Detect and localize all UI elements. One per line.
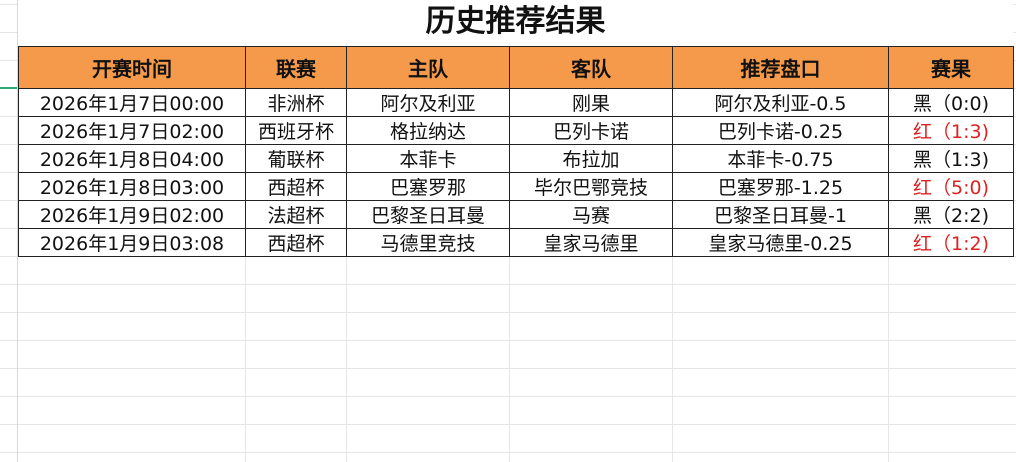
cell-league[interactable]: 法超杯 xyxy=(245,200,347,229)
cell-time[interactable]: 2026年1月9日02:00 xyxy=(18,200,246,229)
cell-time[interactable]: 2026年1月7日02:00 xyxy=(18,116,246,145)
cell-pick[interactable]: 阿尔及利亚-0.5 xyxy=(672,88,889,117)
cell-away[interactable]: 毕尔巴鄂竞技 xyxy=(509,172,673,201)
col-header-away[interactable]: 客队 xyxy=(509,46,673,89)
cell-pick[interactable]: 巴塞罗那-1.25 xyxy=(672,172,889,201)
table-row: 2026年1月7日02:00 西班牙杯 格拉纳达 巴列卡诺 巴列卡诺-0.25 红（1:3… xyxy=(18,116,1014,145)
cell-pick[interactable]: 本菲卡-0.75 xyxy=(672,144,889,173)
cell-result[interactable]: 红（1:2) xyxy=(888,228,1014,257)
col-header-home[interactable]: 主队 xyxy=(346,46,510,89)
cell-pick[interactable]: 皇家马德里-0.25 xyxy=(672,228,889,257)
cell-time[interactable]: 2026年1月9日03:08 xyxy=(18,228,246,257)
cell-home[interactable]: 格拉纳达 xyxy=(346,116,510,145)
cell-away[interactable]: 马赛 xyxy=(509,200,673,229)
cell-result[interactable]: 黑（0:0) xyxy=(888,88,1014,117)
table-row: 2026年1月9日02:00 法超杯 巴黎圣日耳曼 马赛 巴黎圣日耳曼-1 黑（2:2) xyxy=(18,200,1014,229)
cell-result[interactable]: 红（5:0) xyxy=(888,172,1014,201)
cell-league[interactable]: 西班牙杯 xyxy=(245,116,347,145)
col-header-result[interactable]: 赛果 xyxy=(888,46,1014,89)
cell-pick[interactable]: 巴列卡诺-0.25 xyxy=(672,116,889,145)
cell-league[interactable]: 非洲杯 xyxy=(245,88,347,117)
cell-result[interactable]: 黑（2:2) xyxy=(888,200,1014,229)
cell-home[interactable]: 巴黎圣日耳曼 xyxy=(346,200,510,229)
grid-line xyxy=(672,256,673,462)
col-header-league[interactable]: 联赛 xyxy=(245,46,347,89)
cell-time[interactable]: 2026年1月7日00:00 xyxy=(18,88,246,117)
table-row: 2026年1月7日00:00 非洲杯 阿尔及利亚 刚果 阿尔及利亚-0.5 黑（0:0) xyxy=(18,88,1014,117)
col-header-pick[interactable]: 推荐盘口 xyxy=(672,46,889,89)
cell-league[interactable]: 西超杯 xyxy=(245,228,347,257)
cell-league[interactable]: 西超杯 xyxy=(245,172,347,201)
sheet-title: 历史推荐结果 xyxy=(18,0,1013,46)
cell-away[interactable]: 巴列卡诺 xyxy=(509,116,673,145)
header-row: 开赛时间 联赛 主队 客队 推荐盘口 赛果 xyxy=(18,46,1014,89)
table-row: 2026年1月9日03:08 西超杯 马德里竞技 皇家马德里 皇家马德里-0.25 红（1… xyxy=(18,228,1014,257)
cell-result[interactable]: 红（1:3) xyxy=(888,116,1014,145)
cell-league[interactable]: 葡联杯 xyxy=(245,144,347,173)
cell-away[interactable]: 刚果 xyxy=(509,88,673,117)
grid-line xyxy=(346,256,347,462)
cell-time[interactable]: 2026年1月8日04:00 xyxy=(18,144,246,173)
grid-line xyxy=(245,256,246,462)
row-header-divider xyxy=(17,0,18,462)
cell-result[interactable]: 黑（1:3) xyxy=(888,144,1014,173)
cell-home[interactable]: 马德里竞技 xyxy=(346,228,510,257)
table-row: 2026年1月8日04:00 葡联杯 本菲卡 布拉加 本菲卡-0.75 黑（1:3) xyxy=(18,144,1014,173)
cell-pick[interactable]: 巴黎圣日耳曼-1 xyxy=(672,200,889,229)
cell-away[interactable]: 皇家马德里 xyxy=(509,228,673,257)
cell-time[interactable]: 2026年1月8日03:00 xyxy=(18,172,246,201)
cell-away[interactable]: 布拉加 xyxy=(509,144,673,173)
cell-home[interactable]: 本菲卡 xyxy=(346,144,510,173)
grid-line xyxy=(888,256,889,462)
cell-home[interactable]: 阿尔及利亚 xyxy=(346,88,510,117)
table-row: 2026年1月8日03:00 西超杯 巴塞罗那 毕尔巴鄂竞技 巴塞罗那-1.25 红（5:… xyxy=(18,172,1014,201)
col-header-time[interactable]: 开赛时间 xyxy=(18,46,246,89)
cell-home[interactable]: 巴塞罗那 xyxy=(346,172,510,201)
grid-line xyxy=(509,256,510,462)
selected-row-indicator xyxy=(0,87,17,89)
results-table: 开赛时间 联赛 主队 客队 推荐盘口 赛果 2026年1月7日00:00 非洲杯阿… xyxy=(18,46,1014,257)
